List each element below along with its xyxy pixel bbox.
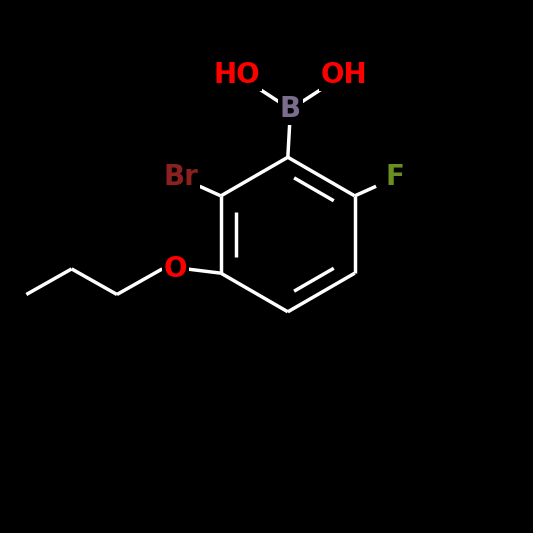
- Text: B: B: [280, 95, 301, 123]
- Text: OH: OH: [320, 61, 367, 88]
- Text: F: F: [385, 163, 404, 191]
- Text: Br: Br: [164, 163, 198, 191]
- Text: HO: HO: [214, 61, 261, 88]
- Text: O: O: [164, 255, 187, 283]
